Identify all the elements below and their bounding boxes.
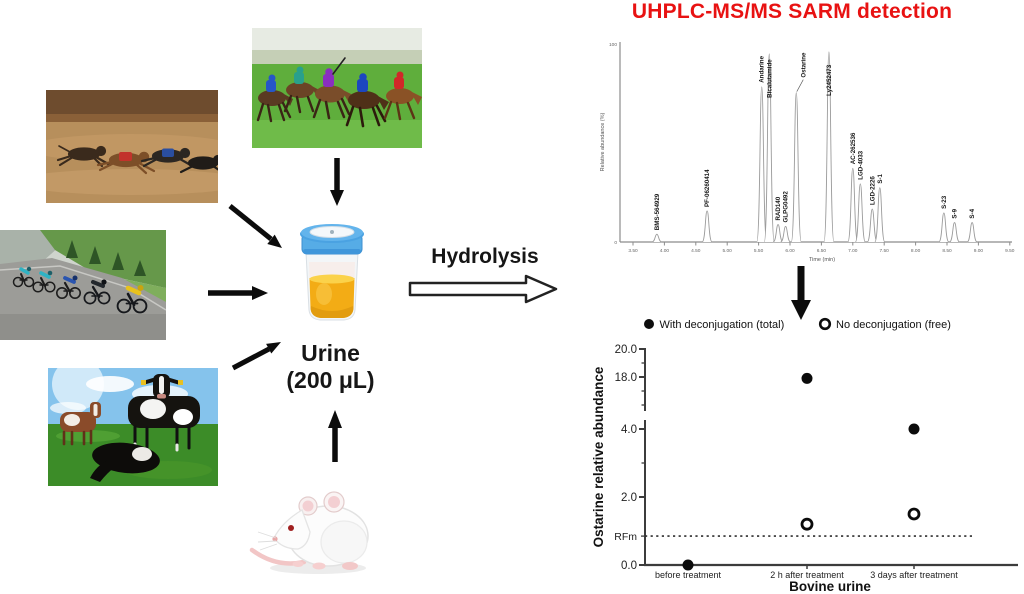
svg-text:S-1: S-1	[877, 173, 884, 183]
horse-racing-photo	[252, 28, 422, 148]
figure-title: UHPLC-MS/MS SARM detection	[631, 0, 953, 23]
svg-text:No deconjugation (free): No deconjugation (free)	[836, 319, 951, 331]
scatter-panel: With deconjugation (total) No deconjugati…	[590, 310, 1024, 594]
svg-text:7.00: 7.00	[848, 248, 858, 254]
urine-label-line1: Urine	[301, 340, 360, 366]
svg-text:PF-06260414: PF-06260414	[704, 169, 711, 207]
svg-text:20.0: 20.0	[615, 344, 637, 356]
urine-label-line2: (200 μL)	[286, 367, 375, 394]
svg-text:8.50: 8.50	[942, 248, 952, 254]
svg-text:Relative abundance (%): Relative abundance (%)	[600, 112, 606, 171]
svg-text:0: 0	[614, 240, 617, 246]
svg-text:Ostarine relative abundance: Ostarine relative abundance	[591, 366, 606, 547]
svg-text:4.50: 4.50	[691, 248, 701, 254]
svg-text:0.0: 0.0	[621, 560, 637, 572]
svg-text:Andarine: Andarine	[759, 55, 766, 82]
svg-text:RAD140: RAD140	[775, 196, 782, 220]
svg-text:6.50: 6.50	[817, 248, 827, 254]
svg-text:RFm: RFm	[614, 531, 637, 543]
urine-container	[290, 222, 374, 326]
svg-text:2 h after treatment: 2 h after treatment	[770, 570, 844, 580]
svg-text:9.00: 9.00	[974, 248, 984, 254]
lab-mouse-photo	[246, 476, 378, 578]
svg-text:Time (min): Time (min)	[809, 257, 835, 263]
horses-down-arrow-icon	[327, 156, 347, 208]
svg-text:S-23: S-23	[941, 195, 948, 209]
svg-text:4.0: 4.0	[621, 424, 637, 436]
svg-text:18.0: 18.0	[615, 372, 637, 384]
hydrolysis-label: Hydrolysis	[431, 245, 539, 268]
svg-text:With deconjugation (total): With deconjugation (total)	[660, 319, 785, 331]
svg-text:before treatment: before treatment	[655, 570, 722, 580]
chromatogram-plot: 100 0 3.50 4.00 4.50 5.00 5.50 6.00 6.50 7.00 7.50…	[600, 42, 1015, 263]
svg-text:S-9: S-9	[952, 208, 959, 218]
svg-text:LGD-2226: LGD-2226	[869, 176, 876, 205]
svg-text:Bicalutamide: Bicalutamide	[766, 59, 773, 98]
svg-text:AC-262536: AC-262536	[850, 132, 857, 164]
svg-text:S-4: S-4	[969, 208, 976, 218]
svg-text:3.50: 3.50	[628, 248, 638, 254]
svg-text:2.0: 2.0	[621, 492, 637, 504]
svg-text:5.50: 5.50	[754, 248, 764, 254]
svg-text:5.00: 5.00	[723, 248, 733, 254]
svg-text:BMS-564929: BMS-564929	[654, 193, 661, 230]
mouse-up-arrow-icon	[325, 408, 345, 464]
greyhounds-diagonal-arrow-icon	[226, 202, 296, 260]
svg-text:Ly2452473: Ly2452473	[826, 64, 833, 96]
svg-text:3 days after treatment: 3 days after treatment	[870, 570, 958, 580]
svg-text:6.00: 6.00	[785, 248, 795, 254]
cows-diagonal-arrow-icon	[229, 336, 285, 372]
svg-text:9.50: 9.50	[1005, 248, 1015, 254]
svg-text:LGD-4033: LGD-4033	[857, 150, 864, 179]
svg-text:8.00: 8.00	[911, 248, 921, 254]
cattle-photo	[48, 368, 218, 486]
cycling-race-photo	[0, 230, 166, 340]
urine-sample-label: Urine (200 μL)	[248, 340, 413, 394]
svg-text:Ostarine: Ostarine	[800, 52, 807, 78]
chromatogram-panel: 100 0 3.50 4.00 4.50 5.00 5.50 6.00 6.50 7.00 7.50…	[596, 30, 1020, 268]
svg-text:7.50: 7.50	[880, 248, 890, 254]
svg-text:4.00: 4.00	[660, 248, 670, 254]
cyclists-right-arrow-icon	[206, 283, 272, 303]
chart-flow-down-arrow-icon	[789, 264, 813, 322]
greyhound-racing-photo	[46, 90, 218, 203]
hydrolysis-arrow-icon	[408, 274, 560, 304]
svg-text:GLPG0492: GLPG0492	[783, 191, 790, 223]
scatter-plot: With deconjugation (total) No deconjugati…	[591, 317, 1018, 594]
svg-text:Bovine urine: Bovine urine	[789, 579, 871, 594]
svg-text:100: 100	[609, 42, 617, 48]
